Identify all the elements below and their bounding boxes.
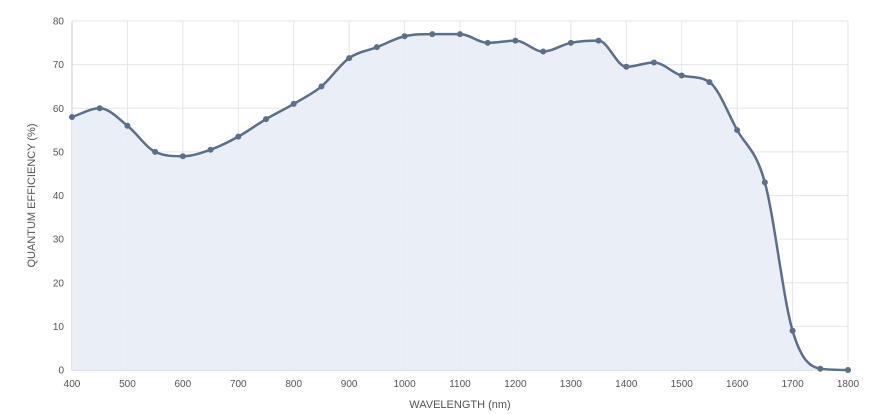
- data-point[interactable]: [678, 72, 685, 79]
- data-point[interactable]: [152, 148, 159, 155]
- y-axis-ticks: 0 10 20 30 40 50 60 70 80: [53, 17, 65, 377]
- data-points: [69, 31, 851, 373]
- series-line: [70, 32, 850, 372]
- data-point[interactable]: [595, 37, 602, 44]
- data-point[interactable]: [124, 122, 131, 129]
- data-point[interactable]: [346, 55, 353, 62]
- data-point[interactable]: [623, 63, 630, 70]
- data-point[interactable]: [761, 179, 768, 186]
- y-tick-label: 70: [53, 60, 65, 71]
- x-tick-label: 400: [64, 379, 81, 390]
- x-tick-label: 1700: [781, 379, 804, 390]
- x-tick-label: 1300: [560, 379, 583, 390]
- data-point[interactable]: [290, 100, 297, 107]
- data-point[interactable]: [263, 116, 269, 123]
- y-tick-label: 0: [58, 366, 64, 377]
- x-tick-label: 1500: [671, 379, 694, 390]
- x-tick-label: 1400: [615, 379, 638, 390]
- data-point[interactable]: [235, 133, 242, 140]
- y-tick-label: 30: [53, 235, 65, 246]
- x-axis-title: WAVELENGTH (nm): [409, 399, 510, 411]
- data-point[interactable]: [457, 31, 463, 38]
- x-tick-label: 900: [341, 379, 358, 390]
- x-axis-ticks: 400 500 600 700 800 900 1000 1100 1200 1300 1400 15…: [64, 379, 860, 390]
- y-tick-label: 80: [53, 17, 65, 28]
- series-area-fill: [72, 34, 848, 371]
- data-point[interactable]: [845, 367, 851, 373]
- x-tick-label: 1800: [837, 379, 860, 390]
- data-point[interactable]: [567, 39, 574, 46]
- x-tick-label: 1200: [504, 379, 527, 390]
- x-tick-label: 1000: [393, 379, 416, 390]
- data-point[interactable]: [318, 83, 325, 90]
- data-point[interactable]: [512, 37, 519, 44]
- data-point[interactable]: [734, 127, 741, 134]
- data-point[interactable]: [401, 33, 408, 40]
- y-tick-label: 60: [53, 104, 65, 115]
- x-tick-label: 500: [119, 379, 136, 390]
- data-point[interactable]: [207, 146, 214, 153]
- area-fill-layer: [72, 34, 848, 371]
- x-tick-label: 700: [230, 379, 247, 390]
- data-point[interactable]: [651, 59, 657, 66]
- data-point[interactable]: [179, 153, 186, 160]
- data-point[interactable]: [96, 105, 103, 112]
- x-tick-label: 1100: [449, 379, 471, 390]
- x-tick-label: 600: [175, 379, 192, 390]
- data-point[interactable]: [789, 327, 796, 334]
- data-point[interactable]: [373, 44, 380, 51]
- data-point[interactable]: [706, 79, 713, 86]
- x-tick-label: 1600: [726, 379, 749, 390]
- data-point[interactable]: [540, 48, 547, 55]
- y-tick-label: 50: [53, 147, 65, 158]
- series-line-layer: [70, 32, 850, 372]
- data-point[interactable]: [429, 31, 436, 38]
- x-tick-label: 800: [285, 379, 302, 390]
- y-tick-label: 20: [53, 278, 65, 289]
- y-tick-label: 10: [53, 322, 65, 333]
- y-tick-label: 40: [53, 191, 65, 202]
- y-axis-title: QUANTUM EFFICIENCY (%): [26, 123, 38, 267]
- data-point[interactable]: [484, 39, 491, 46]
- data-point[interactable]: [817, 365, 824, 372]
- data-point[interactable]: [69, 113, 75, 120]
